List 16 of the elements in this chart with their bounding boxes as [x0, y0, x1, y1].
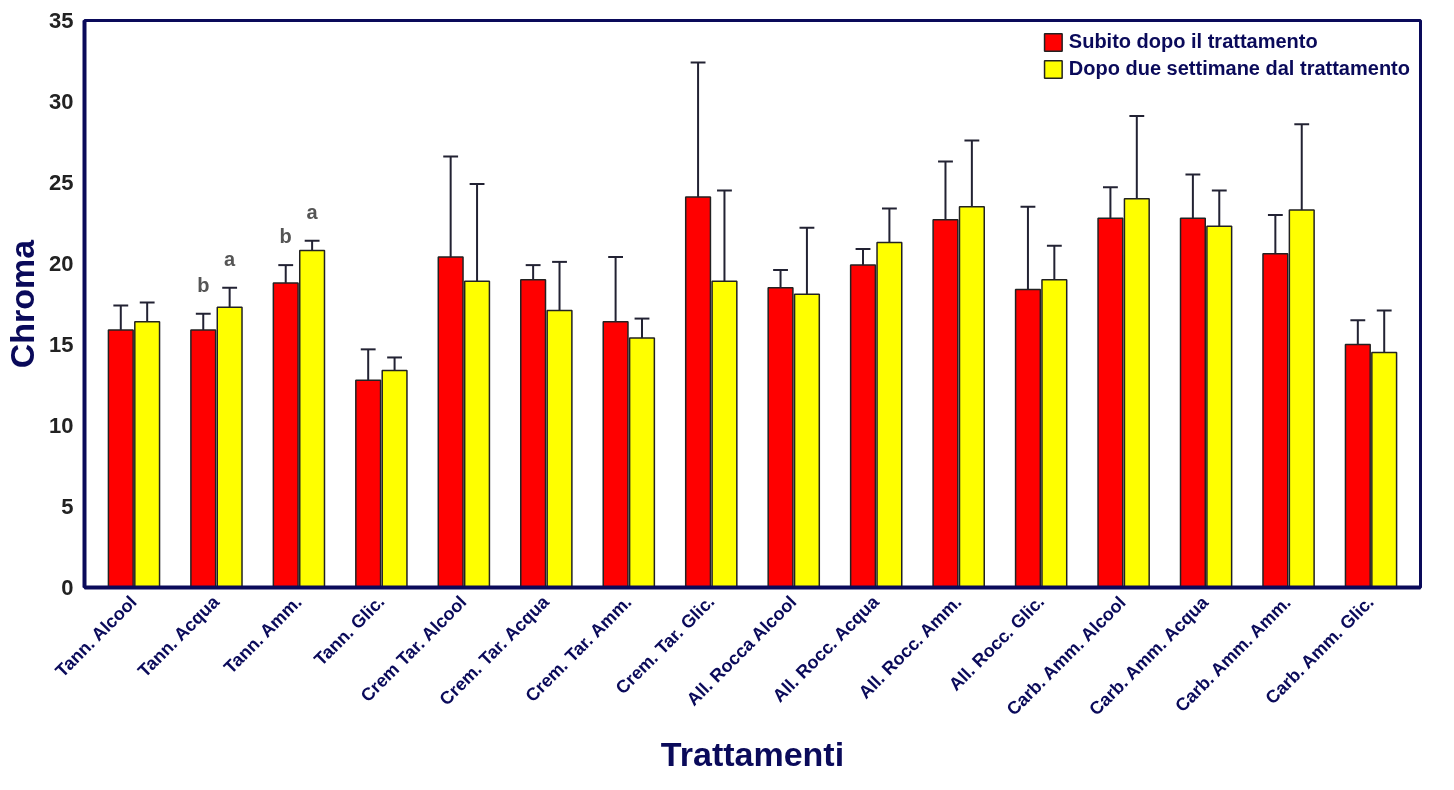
y-tick-label: 15: [49, 332, 74, 357]
y-axis-title: Chroma: [3, 238, 42, 369]
y-tick-label: 0: [61, 575, 74, 600]
y-tick-label: 30: [49, 89, 74, 114]
legend-label: Dopo due settimane dal trattamento: [1068, 57, 1410, 80]
y-tick-label: 10: [49, 413, 74, 438]
y-tick-label: 20: [49, 251, 74, 276]
y-tick-label: 5: [61, 494, 74, 519]
data-label: b: [197, 273, 210, 296]
y-tick-label: 25: [49, 170, 74, 195]
data-label: a: [224, 247, 237, 270]
data-label: a: [306, 200, 319, 223]
x-axis-title: Trattamenti: [660, 734, 845, 773]
y-tick-label: 35: [49, 8, 74, 33]
data-label: b: [279, 225, 292, 248]
legend-label: Subito dopo il trattamento: [1068, 30, 1318, 53]
